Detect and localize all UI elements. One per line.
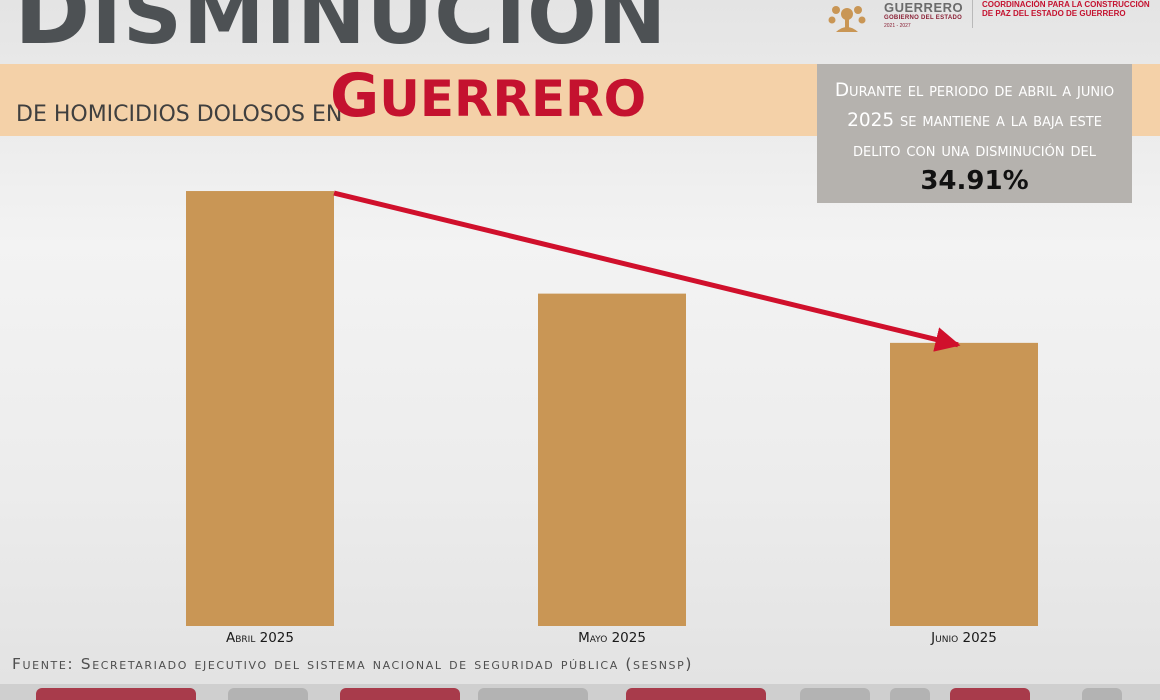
- footer-logos: [0, 684, 1160, 700]
- office-name: COORDINACIÓN PARA LA CONSTRUCCIÓN DE PAZ…: [982, 0, 1150, 18]
- footer-logo-5: [626, 688, 766, 700]
- decrease-percent: 34.91%: [920, 166, 1029, 196]
- title-rest: ISMINUCIÓN: [91, 0, 668, 63]
- footer-logo-3: [340, 688, 460, 700]
- logo-years: 2021 - 2027: [884, 23, 911, 29]
- page-title: DISMINUCIÓN: [14, 0, 667, 58]
- footer-logo-4: [478, 688, 588, 700]
- footer-logo-8: [950, 688, 1030, 700]
- source-note: Fuente: Secretariado ejecutivo del siste…: [12, 655, 694, 673]
- x-tick-label-3: Junio 2025: [930, 630, 997, 646]
- logo-name: GUERRERO: [884, 0, 964, 15]
- footer-logo-7: [890, 688, 930, 700]
- logo-divider: [972, 0, 973, 28]
- state-first-letter: G: [330, 61, 380, 131]
- emblem-icon: [828, 6, 866, 32]
- state-rest: UERRERO: [379, 70, 647, 128]
- title-first-letter: D: [14, 0, 92, 65]
- subtitle-band: [0, 64, 660, 136]
- state-name: GUERRERO: [330, 66, 646, 126]
- government-logo: GUERRERO GOBIERNO DEL ESTADO 2021 - 2027…: [820, 0, 1160, 40]
- subtitle-text: DE HOMICIDIOS DOLOSOS EN: [16, 102, 343, 127]
- logo-subtitle: GOBIERNO DEL ESTADO: [884, 15, 963, 21]
- bar-3: [890, 342, 1038, 626]
- footer-logo-1: [36, 688, 196, 700]
- footer-logo-9: [1082, 688, 1122, 700]
- bar-chart: Abril 2025 Mayo 2025 Junio 2025: [186, 190, 1038, 646]
- footer-logo-6: [800, 688, 870, 700]
- bar-2: [538, 293, 686, 626]
- x-tick-label-1: Abril 2025: [226, 630, 294, 646]
- info-box: Durante el periodo de abril a junio 2025…: [817, 64, 1132, 203]
- bar-1: [186, 191, 334, 626]
- footer-logo-2: [228, 688, 308, 700]
- trend-arrow: [333, 190, 961, 352]
- info-text: Durante el periodo de abril a junio 2025…: [834, 80, 1115, 161]
- x-tick-label-2: Mayo 2025: [578, 630, 646, 646]
